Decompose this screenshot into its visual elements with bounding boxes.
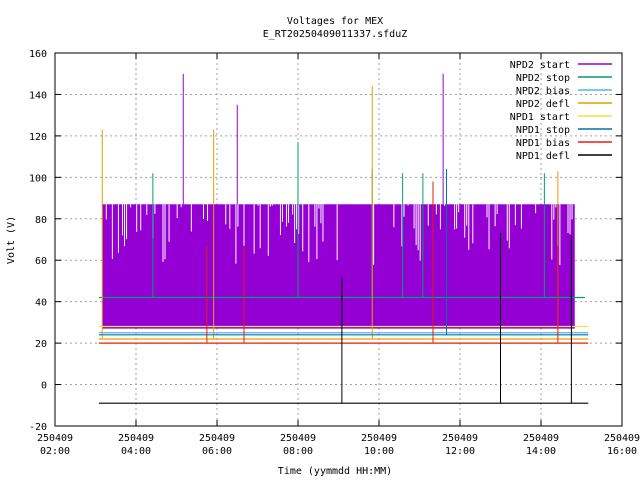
legend: NPD2 start NPD2 stop NPD2 bias NPD2 defl NPD… — [510, 60, 612, 162]
legend-npd1-defl-label: NPD1 defl — [516, 151, 570, 162]
x-axis-label: Time (yymmdd HH:MM) — [278, 466, 392, 477]
y-tick-label: 120 — [29, 132, 47, 143]
x-tick-label-date: 250409 — [199, 433, 235, 444]
x-tick-label-time: 08:00 — [283, 446, 313, 457]
x-tick-label-time: 06:00 — [202, 446, 232, 457]
y-tick-label: 40 — [35, 298, 47, 309]
legend-npd2-defl-label: NPD2 defl — [516, 99, 570, 110]
x-tick-label-time: 16:00 — [607, 446, 637, 457]
legend-npd1-bias-label: NPD1 bias — [516, 138, 570, 149]
x-tick-label-date: 250409 — [37, 433, 73, 444]
legend-npd2-bias-label: NPD2 bias — [516, 86, 570, 97]
x-tick-label-time: 14:00 — [526, 446, 556, 457]
legend-npd1-start-label: NPD1 start — [510, 112, 570, 123]
y-axis-label: Volt (V) — [6, 216, 17, 264]
y-tick-label: -20 — [29, 422, 47, 433]
x-tick-label-time: 12:00 — [445, 446, 475, 457]
x-tick-label-date: 250409 — [361, 433, 397, 444]
legend-npd2-start-label: NPD2 start — [510, 60, 570, 71]
x-tick-label-date: 250409 — [118, 433, 154, 444]
legend-npd1-stop-label: NPD1 stop — [516, 125, 570, 136]
x-tick-label-date: 250409 — [442, 433, 478, 444]
x-tick-label-time: 10:00 — [364, 446, 394, 457]
x-tick-label-date: 250409 — [523, 433, 559, 444]
series-npd2-start-band — [102, 204, 575, 329]
y-tick-label: 20 — [35, 339, 47, 350]
y-tick-label: 80 — [35, 215, 47, 226]
chart-title: Voltages for MEX — [287, 16, 383, 27]
y-tick-label: 0 — [41, 381, 47, 392]
y-tick-label: 140 — [29, 90, 47, 101]
x-tick-label-date: 250409 — [604, 433, 640, 444]
y-tick-label: 100 — [29, 173, 47, 184]
x-tick-label-date: 250409 — [280, 433, 316, 444]
plot-area — [98, 73, 589, 404]
x-tick-label-time: 02:00 — [40, 446, 70, 457]
plot-frame — [54, 52, 623, 427]
legend-npd2-stop-label: NPD2 stop — [516, 73, 570, 84]
y-tick-label: 160 — [29, 49, 47, 60]
chart-subtitle: E_RT20250409011337.sfduZ — [263, 29, 408, 40]
x-tick-label-time: 04:00 — [121, 446, 151, 457]
y-tick-label: 60 — [35, 256, 47, 267]
axes: -20 0 20 40 60 80 100 120 140 160 250409 02:00 25040… — [29, 49, 640, 457]
